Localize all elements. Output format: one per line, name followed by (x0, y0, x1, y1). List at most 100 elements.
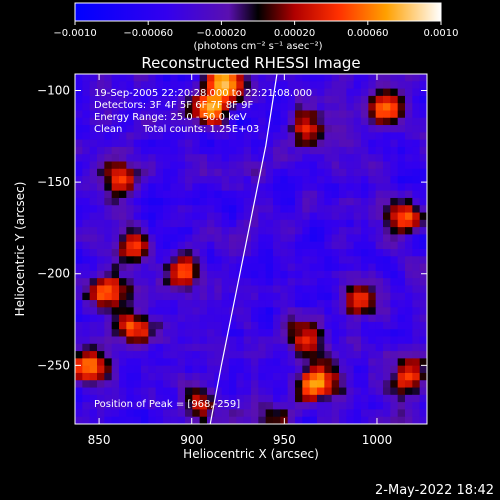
heatmap-cell (141, 387, 149, 396)
heatmap-cell (295, 132, 303, 141)
heatmap-cell (82, 132, 91, 141)
heatmap-cell (309, 88, 318, 97)
heatmap-cell (265, 380, 274, 389)
heatmap-cell (339, 95, 347, 104)
heatmap-cell (229, 125, 237, 133)
heatmap-cell (412, 351, 421, 359)
heatmap-cell (265, 292, 274, 301)
heatmap-cell (280, 103, 289, 112)
heatmap-cell (258, 336, 267, 345)
heatmap-cell (126, 409, 135, 418)
heatmap-cell (214, 263, 223, 272)
heatmap-cell (419, 241, 427, 250)
heatmap-cell (346, 387, 355, 396)
heatmap-cell (97, 394, 105, 403)
heatmap-cell (339, 307, 347, 316)
heatmap-cell (119, 402, 127, 411)
heatmap-cell (243, 241, 252, 250)
heatmap-cell (243, 292, 252, 301)
heatmap-cell (170, 103, 179, 112)
heatmap-cell (375, 321, 384, 330)
heatmap-cell (192, 139, 201, 148)
heatmap-cell (361, 219, 369, 228)
heatmap-cell (89, 387, 98, 396)
heatmap-cell (302, 380, 311, 389)
heatmap-cell (280, 88, 289, 97)
heatmap-cell (317, 358, 325, 367)
heatmap-cell (185, 146, 193, 155)
heatmap-cell (346, 146, 355, 155)
heatmap-cell (155, 278, 164, 287)
heatmap-cell (419, 219, 427, 228)
heatmap-cell (419, 88, 427, 97)
heatmap-cell (229, 234, 237, 243)
heatmap-cell (97, 416, 105, 424)
heatmap-cell (207, 278, 215, 287)
heatmap-cell (236, 103, 245, 112)
heatmap-cell (82, 205, 91, 214)
heatmap-cell (375, 132, 384, 141)
heatmap-cell (207, 372, 215, 381)
heatmap-cell (236, 263, 245, 272)
heatmap-cell (405, 416, 413, 424)
heatmap-cell (317, 125, 325, 133)
heatmap-cell (104, 183, 113, 192)
heatmap-cell (302, 95, 311, 104)
heatmap-cell (405, 343, 413, 352)
heatmap-cell (397, 343, 406, 352)
heatmap-cell (265, 270, 274, 279)
heatmap-cell (258, 387, 267, 396)
heatmap-cell (163, 110, 171, 119)
heatmap-cell (353, 329, 362, 338)
heatmap-cell (141, 241, 149, 250)
heatmap-cell (302, 365, 311, 374)
heatmap-cell (199, 176, 208, 184)
heatmap-cell (192, 321, 201, 330)
heatmap-cell (302, 256, 311, 265)
heatmap-cell (111, 117, 120, 126)
heatmap-cell (236, 176, 245, 184)
heatmap-cell (229, 88, 237, 97)
heatmap-cell (133, 88, 142, 97)
heatmap-cell (419, 132, 427, 141)
heatmap-cell (243, 146, 252, 155)
heatmap-cell (258, 132, 267, 141)
heatmap-cell (324, 183, 333, 192)
heatmap-cell (148, 372, 157, 381)
heatmap-cell (192, 416, 201, 424)
heatmap-cell (243, 307, 252, 316)
heatmap-cell (339, 285, 347, 294)
heatmap-cell (339, 241, 347, 250)
heatmap-cell (368, 190, 377, 199)
heatmap-cell (192, 125, 201, 133)
heatmap-cell (287, 103, 296, 112)
heatmap-cell (419, 205, 427, 214)
heatmap-cell (221, 205, 230, 214)
heatmap-cell (324, 416, 333, 424)
heatmap-cell (221, 387, 230, 396)
heatmap-cell (258, 103, 267, 112)
heatmap-cell (375, 103, 384, 112)
heatmap-cell (265, 307, 274, 316)
heatmap-cell (155, 117, 164, 126)
heatmap-cell (148, 139, 157, 148)
heatmap-cell (295, 380, 303, 389)
heatmap-cell (419, 197, 427, 206)
heatmap-cell (133, 336, 142, 345)
heatmap-cell (273, 270, 281, 279)
heatmap-cell (324, 365, 333, 374)
heatmap-cell (368, 132, 377, 141)
heatmap-cell (405, 329, 413, 338)
heatmap-cell (390, 139, 399, 148)
heatmap-cell (280, 300, 289, 308)
heatmap-cell (419, 270, 427, 279)
heatmap-cell (89, 88, 98, 97)
heatmap-cell (155, 139, 164, 148)
heatmap-cell (383, 402, 391, 411)
colorbar-tick-label: −0.0010 (53, 28, 96, 39)
heatmap-cell (163, 161, 171, 170)
heatmap-cell (412, 241, 421, 250)
heatmap-cell (229, 263, 237, 272)
heatmap-cell (368, 351, 377, 359)
heatmap-cell (221, 117, 230, 126)
